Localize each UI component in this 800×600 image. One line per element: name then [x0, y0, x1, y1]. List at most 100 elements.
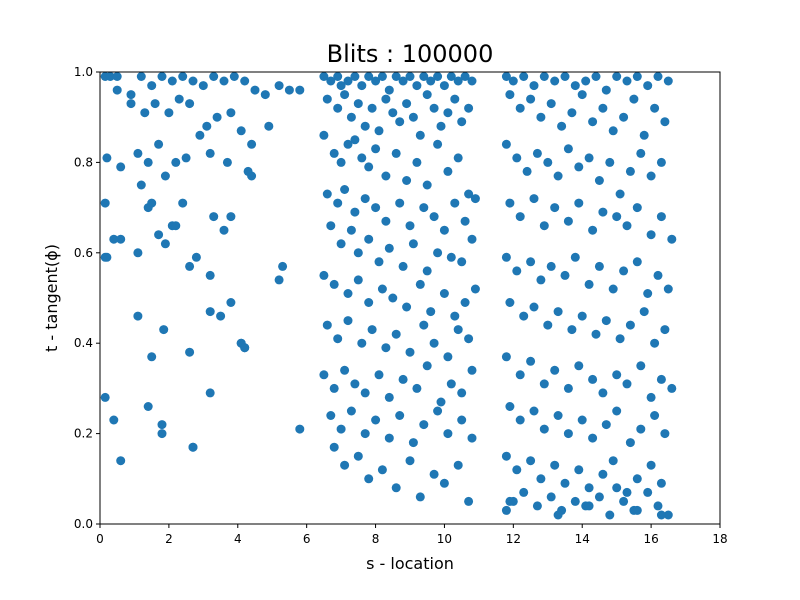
x-axis-label: s - location [366, 554, 454, 573]
data-point [560, 72, 570, 81]
data-point [639, 130, 649, 140]
data-point [643, 81, 653, 91]
data-point [329, 279, 339, 289]
data-point [154, 139, 164, 149]
data-point [346, 225, 356, 235]
data-point [646, 230, 656, 240]
y-tick-label: 0.6 [74, 246, 93, 260]
data-point [625, 166, 635, 176]
data-point [284, 85, 294, 95]
data-point [467, 433, 477, 443]
data-point [553, 411, 563, 420]
data-point [412, 383, 422, 393]
data-point [577, 90, 587, 100]
data-point [295, 424, 305, 434]
data-point [650, 411, 660, 420]
data-point [567, 108, 577, 118]
data-point [464, 189, 474, 199]
data-point [188, 442, 198, 452]
data-point [136, 180, 146, 190]
data-point [319, 72, 329, 81]
data-point [422, 361, 432, 371]
data-point [326, 221, 336, 231]
data-point [154, 230, 164, 240]
data-point [377, 465, 387, 475]
data-point [470, 194, 480, 204]
data-point [539, 424, 549, 434]
data-point [453, 460, 463, 470]
data-point [501, 72, 511, 81]
data-point [646, 392, 656, 402]
data-point [598, 103, 608, 113]
data-point [663, 76, 673, 86]
data-point [412, 157, 422, 167]
data-point [453, 325, 463, 335]
data-point [529, 302, 539, 312]
data-point [443, 166, 453, 176]
data-point [226, 212, 236, 222]
data-point [646, 460, 656, 470]
data-point [560, 478, 570, 488]
data-point [340, 365, 350, 375]
data-point [377, 284, 387, 294]
data-point [350, 379, 360, 389]
data-point [453, 76, 463, 86]
data-point [574, 198, 584, 208]
data-point [539, 221, 549, 231]
data-point [439, 225, 449, 235]
data-point [584, 501, 594, 511]
data-point [402, 302, 412, 312]
data-point [226, 298, 236, 307]
data-point [501, 252, 511, 262]
data-point [405, 72, 415, 81]
data-point [367, 103, 377, 113]
data-point [102, 153, 112, 163]
data-point [343, 76, 353, 86]
data-point [433, 139, 443, 149]
data-point [374, 257, 384, 267]
data-point [112, 72, 122, 81]
data-point [209, 212, 219, 222]
data-point [364, 234, 374, 244]
data-point [619, 266, 629, 276]
data-point [563, 144, 573, 154]
data-point [126, 90, 136, 100]
data-point [656, 374, 666, 384]
data-point [343, 289, 353, 298]
data-point [350, 72, 360, 81]
data-point [512, 266, 522, 276]
data-point [656, 478, 666, 488]
data-point [563, 429, 573, 439]
data-point [357, 153, 367, 163]
data-point [384, 243, 394, 253]
data-point [643, 289, 653, 298]
data-point [240, 76, 250, 86]
data-point [433, 72, 443, 81]
data-point [550, 76, 560, 86]
data-point [236, 126, 246, 136]
data-point [395, 198, 405, 208]
data-point [612, 406, 622, 416]
data-point [453, 153, 463, 163]
data-point [443, 108, 453, 118]
data-point [663, 284, 673, 294]
data-point [160, 171, 170, 181]
scatter-points [100, 72, 677, 520]
y-tick-label: 1.0 [74, 65, 93, 79]
data-point [429, 103, 439, 113]
data-point [408, 112, 418, 122]
data-point [515, 212, 525, 222]
data-point [412, 81, 422, 91]
data-point [443, 352, 453, 362]
data-point [646, 171, 656, 181]
data-point [574, 162, 584, 172]
data-point [426, 307, 436, 317]
data-point [109, 415, 119, 425]
data-point [505, 198, 515, 208]
data-point [508, 76, 518, 86]
data-point [446, 379, 456, 389]
data-point [560, 270, 570, 280]
data-point [619, 112, 629, 122]
data-point [415, 279, 425, 289]
data-point [501, 139, 511, 149]
